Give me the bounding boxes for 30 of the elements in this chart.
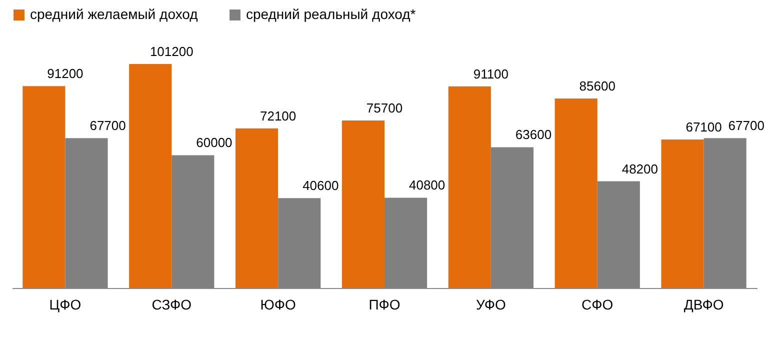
data-label: 67700 xyxy=(90,118,126,134)
data-label: 101200 xyxy=(150,44,194,59)
bar xyxy=(342,120,384,288)
bar xyxy=(236,128,278,288)
data-label: 72100 xyxy=(260,108,296,124)
data-label: 75700 xyxy=(366,100,403,116)
data-label: 91200 xyxy=(47,66,84,82)
data-label: 40800 xyxy=(408,178,446,193)
bar xyxy=(448,86,491,288)
x-tick-label: СЗФО xyxy=(152,296,192,312)
legend-label: средний желаемый доход xyxy=(30,6,198,22)
data-label: 60000 xyxy=(196,135,232,150)
data-label: 63600 xyxy=(515,127,552,142)
bar xyxy=(661,139,704,288)
data-label: 40600 xyxy=(302,178,339,194)
data-label: 85600 xyxy=(579,78,616,94)
x-tick-label: СФО xyxy=(582,296,614,312)
data-label: 67100 xyxy=(686,119,722,134)
data-label: 48200 xyxy=(622,161,658,176)
x-tick-label: ЦФО xyxy=(49,296,82,312)
data-label: 67700 xyxy=(728,118,764,134)
x-tick-label: ДВФО xyxy=(684,296,724,312)
x-tick-label: ЮФО xyxy=(260,296,296,312)
legend-label: средний реальный доход* xyxy=(246,6,416,22)
x-tick-label: УФО xyxy=(476,296,506,312)
data-label: 91100 xyxy=(473,66,509,82)
bar xyxy=(554,98,598,288)
bar xyxy=(129,64,172,288)
bar xyxy=(22,86,66,288)
x-tick-label: ПФО xyxy=(368,296,400,312)
